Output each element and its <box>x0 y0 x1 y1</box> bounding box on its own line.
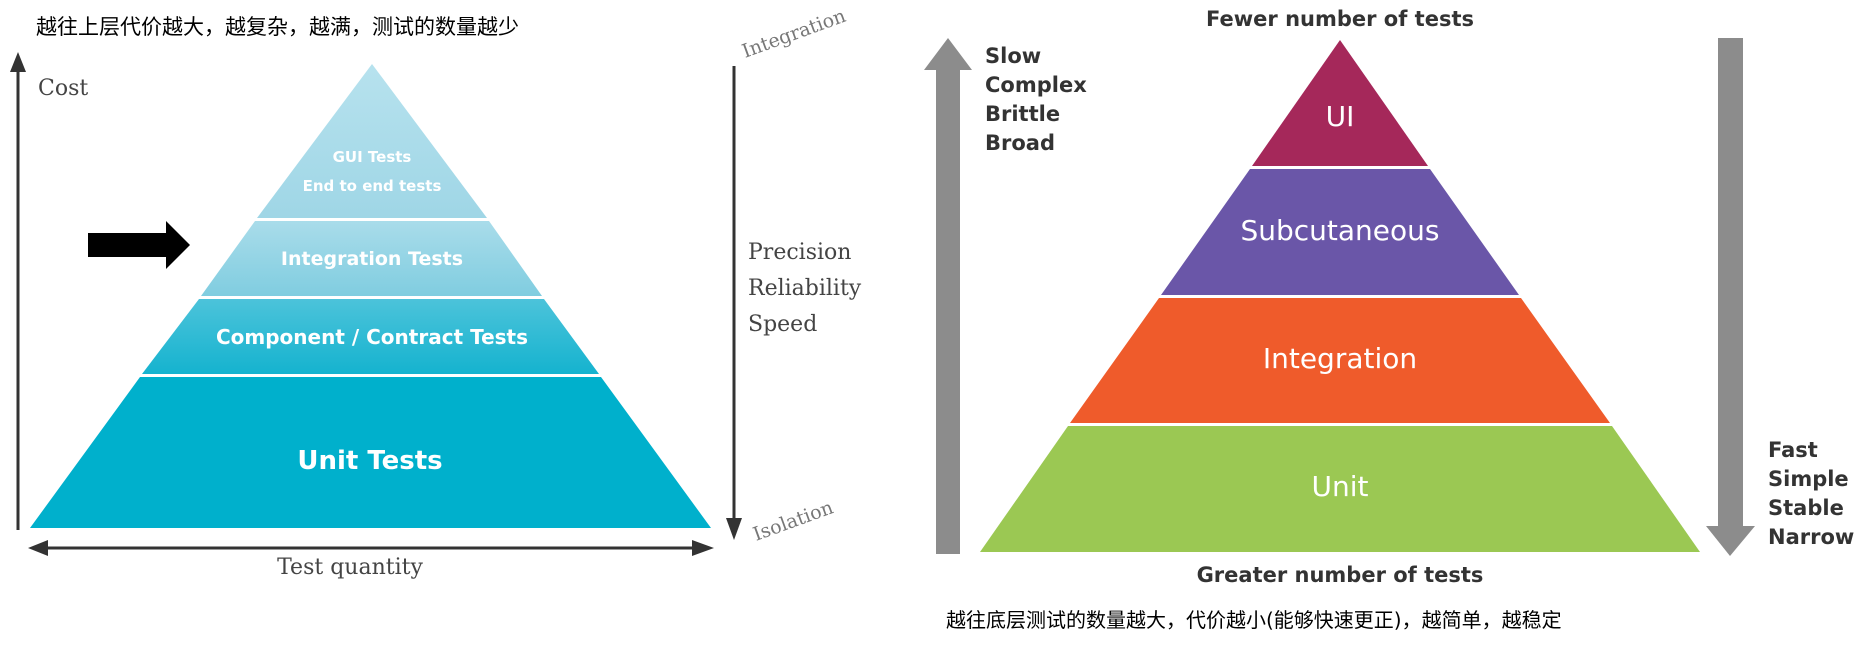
gui-tests-layer <box>257 64 487 218</box>
subcutaneous-layer-label: Subcutaneous <box>1240 214 1439 247</box>
quality-precision-label: Precision <box>748 240 851 265</box>
gui-tests-label: GUI Tests <box>333 148 412 166</box>
left-pyramid-diagram: 越往上层代价越大，越复杂，越满，测试的数量越少 Cost Test quanti… <box>10 5 862 580</box>
component-contract-tests-label: Component / Contract Tests <box>216 325 528 349</box>
isolation-end-label: Isolation <box>750 496 836 545</box>
down-trait-narrow: Narrow <box>1768 525 1854 549</box>
integration-end-label: Integration <box>739 5 849 63</box>
integration-tests-label: Integration Tests <box>281 248 463 270</box>
unit-layer-label: Unit <box>1312 470 1369 503</box>
up-arrow-icon <box>924 38 972 70</box>
quantity-axis-right-arrowhead <box>692 540 714 556</box>
up-trait-complex: Complex <box>985 73 1087 97</box>
up-arrow-shaft <box>936 68 960 554</box>
quality-speed-label: Speed <box>748 312 817 337</box>
down-arrow-icon <box>1706 526 1755 556</box>
integration-layer-label: Integration <box>1263 342 1417 375</box>
down-trait-stable: Stable <box>1768 496 1844 520</box>
quantity-axis-left-arrowhead <box>28 540 48 556</box>
up-trait-brittle: Brittle <box>985 102 1060 126</box>
down-arrow-shaft <box>1718 38 1743 528</box>
cost-axis-label: Cost <box>38 76 88 101</box>
integration-tests-layer <box>201 221 542 296</box>
quality-reliability-label: Reliability <box>748 276 862 301</box>
unit-tests-label: Unit Tests <box>297 446 442 476</box>
down-trait-fast: Fast <box>1768 438 1818 462</box>
ui-layer-label: UI <box>1326 100 1355 133</box>
down-trait-simple: Simple <box>1768 467 1849 491</box>
quantity-axis-label: Test quantity <box>277 555 423 580</box>
right-caption: 越往底层测试的数量越大，代价越小(能够快速更正)，越简单，越稳定 <box>946 608 1562 632</box>
unit-layer <box>980 426 1700 552</box>
subcutaneous-layer <box>1161 169 1519 295</box>
left-caption: 越往上层代价越大，越复杂，越满，测试的数量越少 <box>36 15 519 39</box>
cost-axis-arrowhead <box>10 52 26 72</box>
unit-tests-layer <box>30 377 711 528</box>
component-tests-layer <box>142 299 599 374</box>
integration-layer <box>1070 298 1610 423</box>
pointer-arrow-icon <box>88 221 190 269</box>
right-pyramid-diagram: Fewer number of tests Slow Complex Britt… <box>924 7 1854 632</box>
ui-layer <box>1252 40 1428 166</box>
end-to-end-tests-label: End to end tests <box>303 177 442 195</box>
fewer-tests-label: Fewer number of tests <box>1206 7 1474 31</box>
up-trait-slow: Slow <box>985 44 1041 68</box>
greater-tests-label: Greater number of tests <box>1197 563 1484 587</box>
precision-axis-arrowhead <box>726 518 742 540</box>
up-trait-broad: Broad <box>985 131 1055 155</box>
